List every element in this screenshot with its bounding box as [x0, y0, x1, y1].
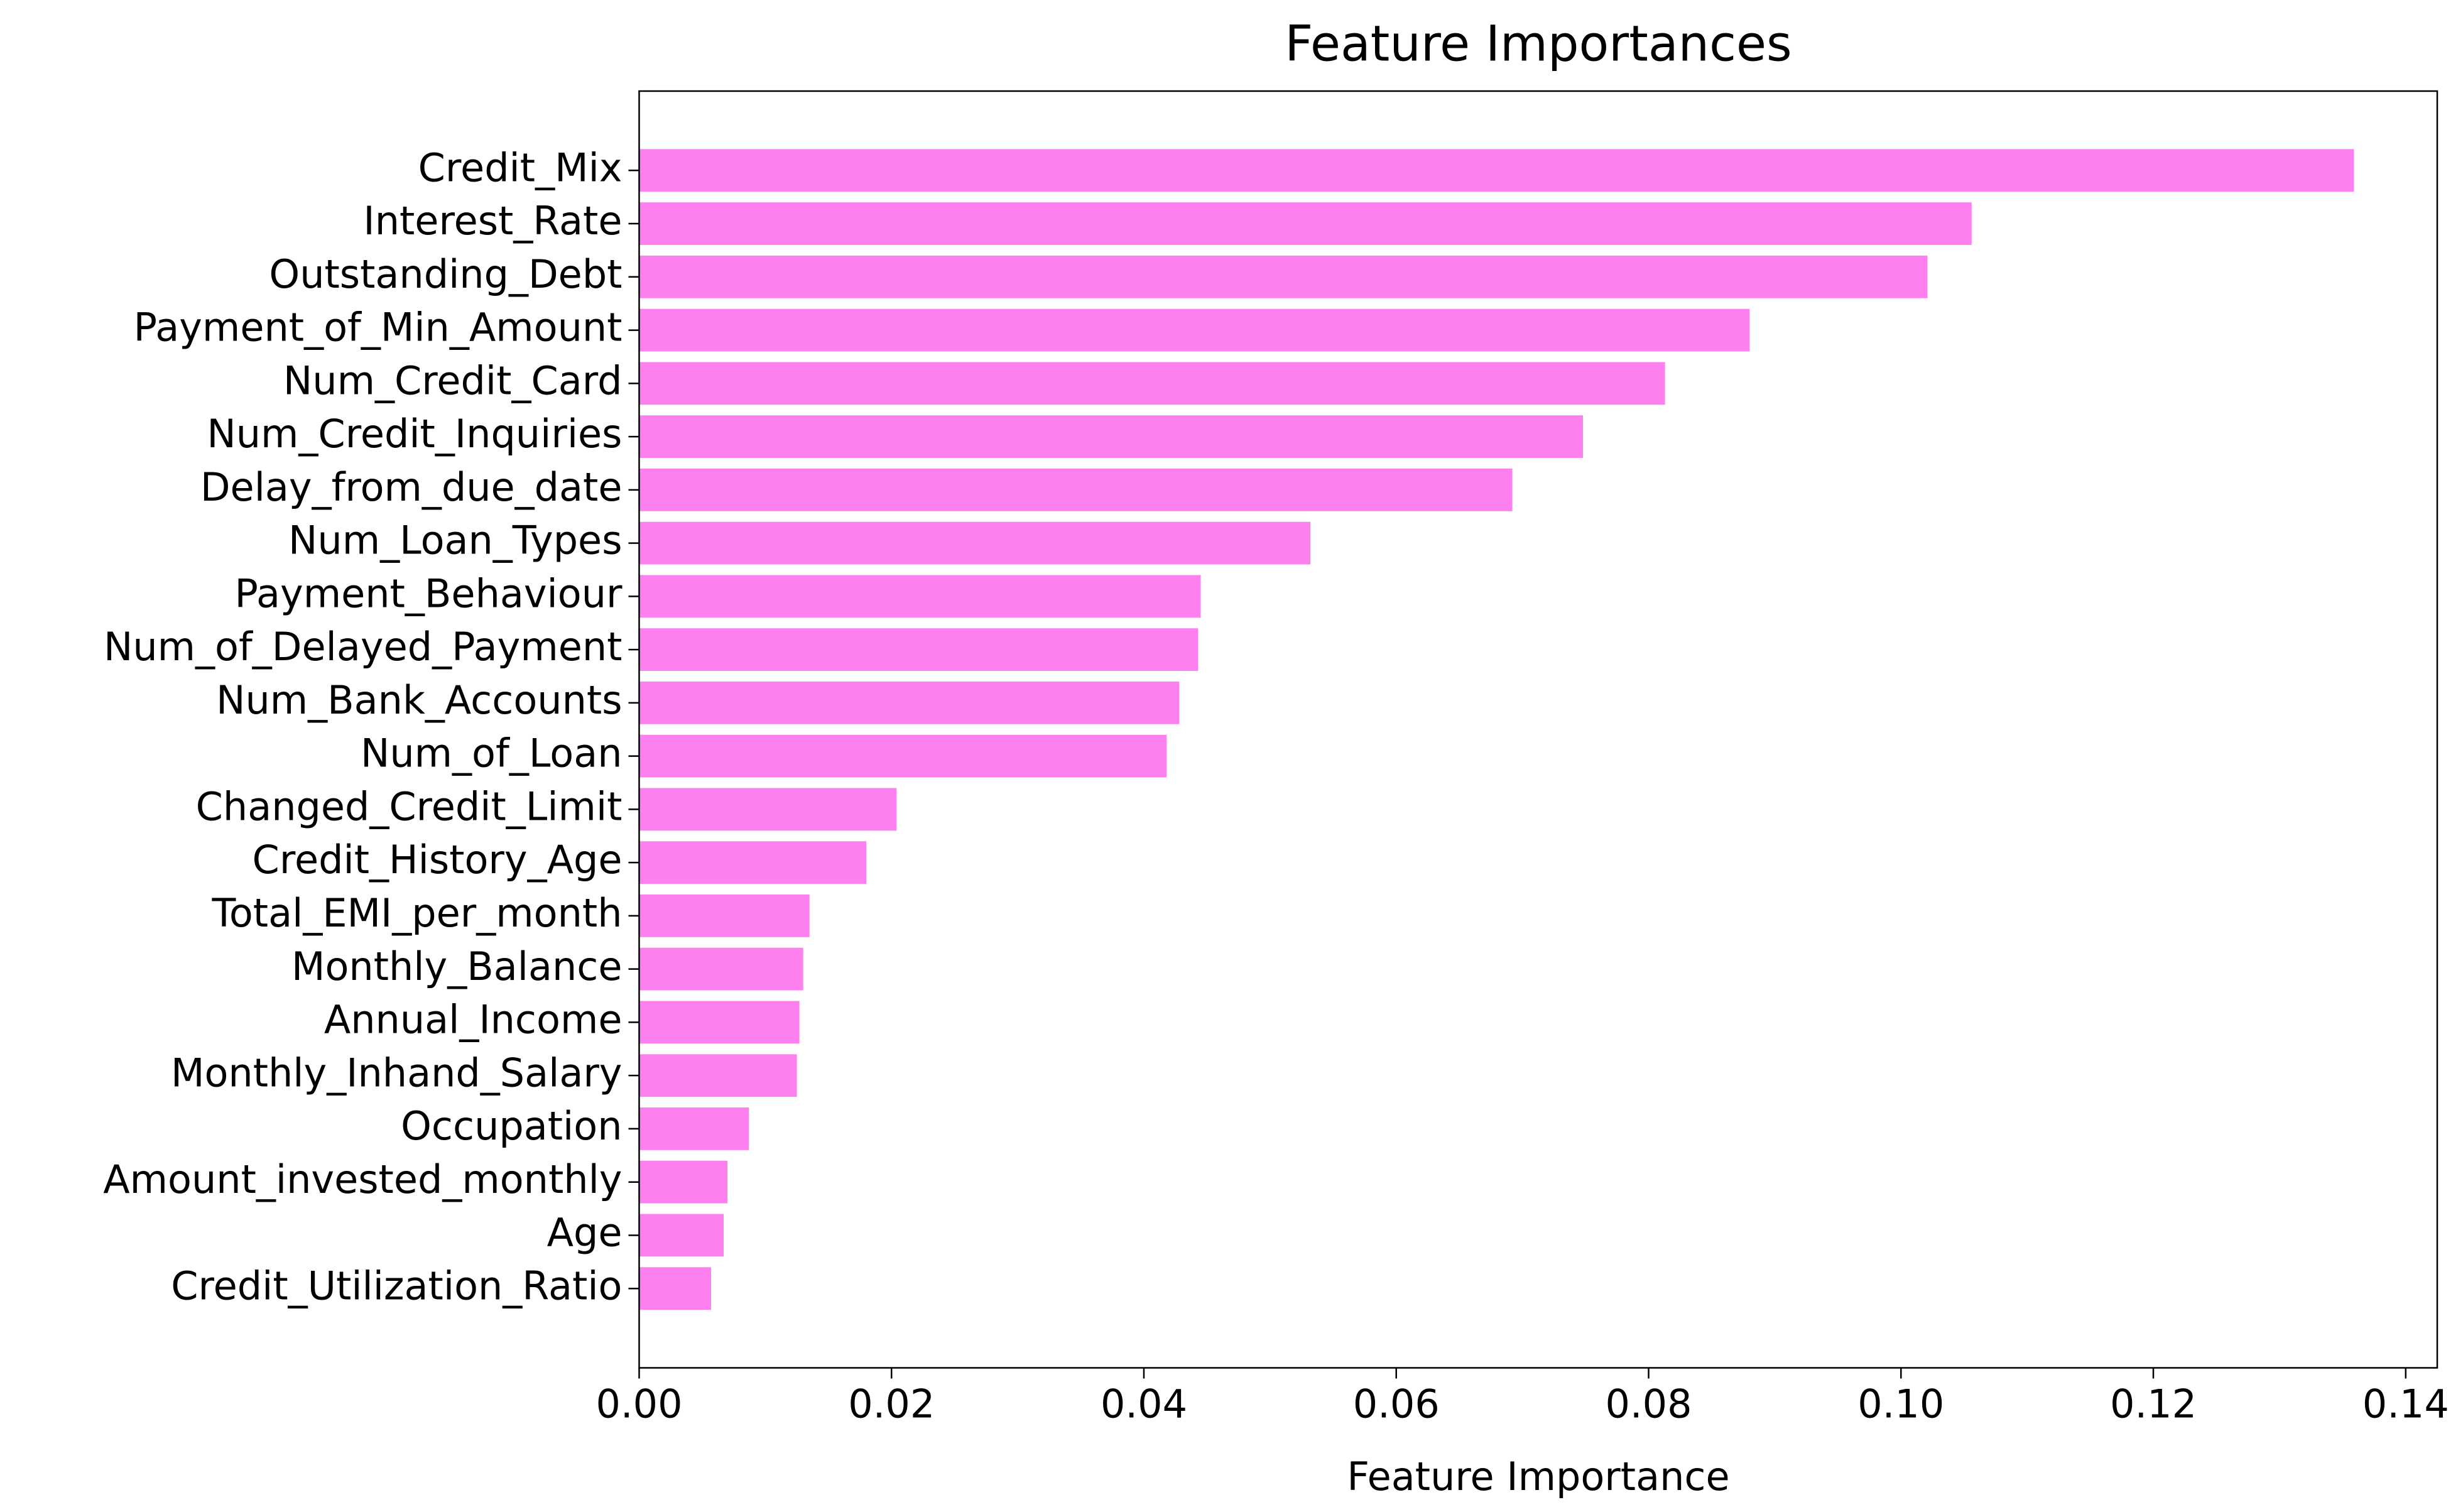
bar	[639, 841, 867, 884]
bar	[639, 202, 1972, 245]
y-tick-label: Interest_Rate	[363, 198, 622, 244]
bar	[639, 628, 1199, 672]
x-tick-label: 0.00	[595, 1381, 682, 1427]
x-axis-label: Feature Importance	[1347, 1454, 1729, 1499]
y-tick-label: Num_Bank_Accounts	[216, 677, 622, 723]
y-tick-label: Num_of_Loan	[361, 731, 623, 776]
plot-frame	[638, 90, 2439, 1369]
x-tick-label: 0.02	[848, 1381, 935, 1427]
y-tick-label: Monthly_Balance	[291, 944, 623, 989]
x-tick-label: 0.14	[2362, 1381, 2449, 1427]
x-tick-label: 0.12	[2110, 1381, 2197, 1427]
y-tick-label: Num_Loan_Types	[288, 518, 622, 563]
bar	[639, 1054, 797, 1097]
y-tick-label: Delay_from_due_date	[200, 464, 623, 510]
bar	[639, 1214, 724, 1257]
x-tick-label: 0.10	[1857, 1381, 1944, 1427]
bar	[639, 1160, 728, 1204]
bar	[639, 1267, 711, 1310]
bar	[639, 362, 1665, 405]
chart-title: Feature Importances	[1285, 16, 1792, 72]
bar	[639, 734, 1167, 778]
y-tick-label: Outstanding_Debt	[269, 251, 622, 297]
bar	[639, 575, 1201, 618]
bar	[639, 415, 1584, 458]
y-tick-label: Credit_Mix	[418, 144, 623, 190]
y-tick-label: Credit_Utilization_Ratio	[171, 1263, 622, 1308]
y-tick-label: Monthly_Inhand_Salary	[171, 1050, 623, 1096]
x-tick-label: 0.04	[1101, 1381, 1187, 1427]
bar	[639, 308, 1750, 352]
y-tick-label: Changed_Credit_Limit	[196, 783, 623, 829]
y-tick-label: Total_EMI_per_month	[212, 890, 623, 936]
bar	[639, 895, 810, 937]
bar	[639, 521, 1311, 565]
bar	[639, 255, 1928, 298]
y-tick-label: Age	[547, 1210, 623, 1256]
bar	[639, 1107, 749, 1150]
x-tick-label: 0.08	[1605, 1381, 1692, 1427]
bar	[639, 149, 2354, 192]
y-tick-label: Credit_History_Age	[253, 837, 623, 883]
y-tick-label: Annual_Income	[324, 997, 623, 1043]
y-tick-label: Num_Credit_Card	[283, 357, 623, 403]
y-tick-label: Num_of_Delayed_Payment	[104, 624, 623, 670]
x-tick-label: 0.06	[1353, 1381, 1440, 1427]
y-tick-label: Num_Credit_Inquiries	[207, 411, 622, 457]
y-tick-label: Payment_of_Min_Amount	[134, 305, 623, 351]
bar	[639, 947, 803, 991]
bar	[639, 1001, 800, 1044]
y-tick-label: Occupation	[401, 1103, 622, 1149]
bar	[639, 468, 1513, 511]
y-tick-label: Payment_Behaviour	[234, 570, 623, 616]
bar	[639, 788, 897, 831]
bar	[639, 681, 1180, 724]
y-tick-label: Amount_invested_monthly	[103, 1156, 622, 1202]
